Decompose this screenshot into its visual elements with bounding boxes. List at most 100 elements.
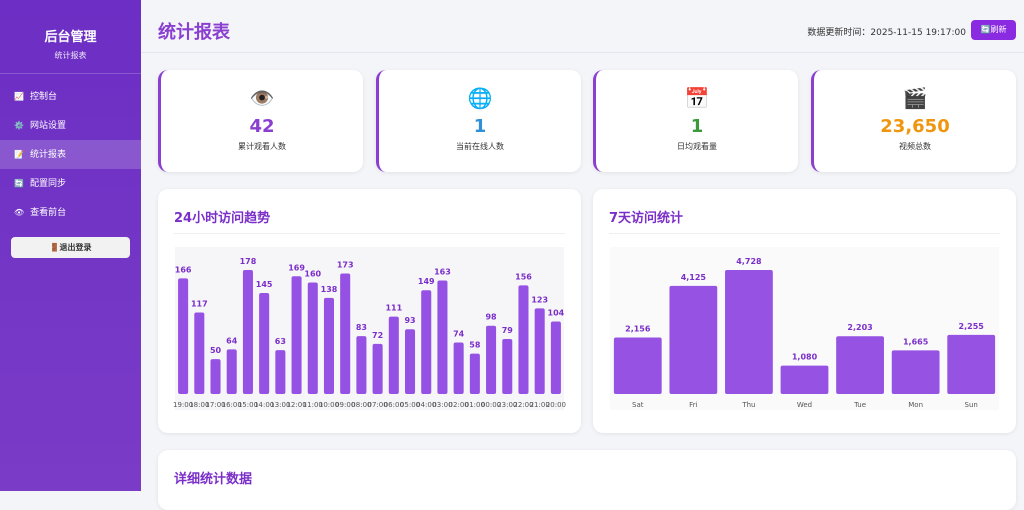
menu-label: 查看前台 [30,208,67,218]
page-title: 统计报表 [158,22,230,43]
x-tick-label: Tue [853,401,866,409]
logout-button[interactable]: 🚪退出登录 [11,237,130,258]
value-label: 74 [453,329,465,338]
x-tick-label: Mon [908,401,923,409]
update-time: 数据更新时间：2025-11-15 19:17:00 [807,28,966,38]
bar [534,308,545,394]
value-label: 64 [226,336,238,345]
bar [613,337,662,394]
value-label: 166 [175,265,192,274]
x-tick-label: 11:00 [303,401,323,409]
value-label: 149 [418,277,435,286]
x-tick-label: 07:00 [368,401,388,409]
value-label: 98 [485,313,497,322]
stat-value: 1 [473,116,487,137]
menu-item[interactable]: 📝 统计报表 [0,140,141,169]
refresh-button[interactable]: 🔄刷新 [971,20,1016,40]
menu-item[interactable]: 👁 查看前台 [14,208,67,218]
menu-label: 控制台 [29,92,57,102]
x-tick-label: 23:00 [497,401,517,409]
bar [780,365,829,394]
stat-label: 视频总数 [899,142,931,151]
value-label: 1,665 [903,337,929,346]
x-tick-label: 08:00 [351,401,371,409]
bar [242,270,253,394]
value-label: 4,728 [736,257,762,266]
sidebar-title: 后台管理 [44,30,97,45]
x-tick-label: 00:00 [481,401,501,409]
value-label: 83 [356,323,367,332]
menu-item[interactable]: 📈 控制台 [14,92,57,102]
details-title: 详细统计数据 [174,472,253,487]
bar [453,342,464,394]
stat-label: 当前在线人数 [456,142,504,151]
x-tick-label: 16:00 [222,401,242,409]
value-label: 111 [385,304,402,313]
value-label: 72 [372,331,383,340]
bar [836,336,884,394]
x-tick-label: 06:00 [384,401,404,409]
chart-title: 24小时访问趋势 [174,211,271,226]
x-tick-label: 21:00 [530,401,550,409]
value-label: 2,255 [959,322,985,331]
menu-item[interactable]: 🔄 配置同步 [14,179,66,189]
x-tick-label: 14:00 [254,401,274,409]
chart-title: 7天访问统计 [609,211,684,226]
x-tick-label: 13:00 [270,401,290,409]
chart: 16619:0011718:005017:006416:0017815:0014… [173,247,566,410]
x-tick-label: 17:00 [205,401,225,409]
x-tick-label: Fri [689,401,697,409]
menu-label: 配置同步 [29,179,66,189]
value-label: 156 [515,272,532,281]
x-tick-label: Thu [741,401,755,409]
bar [518,285,529,394]
x-tick-label: Sun [965,401,978,409]
stat-card: 🌐 1 当前在线人数 [376,70,581,172]
bar [194,312,205,394]
x-tick-label: 22:00 [513,401,533,409]
value-label: 58 [469,341,481,350]
bar [178,278,189,394]
details-panel: 详细统计数据 [158,450,1016,510]
refresh-label: 刷新 [990,25,1007,34]
bar [307,282,318,394]
stat-card: 🎬 23,650 视频总数 [811,70,1016,172]
value-label: 138 [321,285,338,294]
bar [291,276,302,394]
bar [340,273,351,394]
value-label: 4,125 [681,273,707,282]
value-label: 2,203 [847,323,872,332]
value-label: 145 [256,280,273,289]
x-tick-label: 20:00 [546,401,566,409]
value-label: 160 [304,270,321,279]
menu-item[interactable]: ⚙️ 网站设置 [14,121,66,131]
value-label: 79 [502,326,514,335]
value-label: 169 [288,263,305,272]
logout-label: 退出登录 [59,243,92,252]
bar [502,338,513,394]
stat-card: 📅 1 日均观看量 [593,70,798,172]
bar [725,270,773,394]
stat-value: 23,650 [880,116,950,137]
bar [226,349,237,394]
value-label: 117 [191,299,208,308]
bar [486,325,497,394]
x-tick-label: 03:00 [432,401,452,409]
stat-label: 日均观看量 [677,142,717,151]
x-tick-label: 09:00 [335,401,355,409]
x-tick-label: 10:00 [319,401,339,409]
stat-label: 累计观看人数 [238,142,286,151]
stat-value: 1 [690,116,704,137]
value-label: 163 [434,267,451,276]
x-tick-label: 01:00 [465,401,485,409]
x-tick-label: Wed [797,401,812,409]
bar [669,285,718,394]
chart-panel: 24小时访问趋势 166 19:00 117 18:00 50 17:00 64 16:00 1… [158,189,581,433]
bar [323,297,335,394]
x-tick-label: 15:00 [238,401,258,409]
stat-card: 👁️ 42 累计观看人数 [158,70,363,172]
value-label: 1,080 [792,353,818,362]
bar [891,350,940,394]
value-label: 173 [337,260,354,269]
